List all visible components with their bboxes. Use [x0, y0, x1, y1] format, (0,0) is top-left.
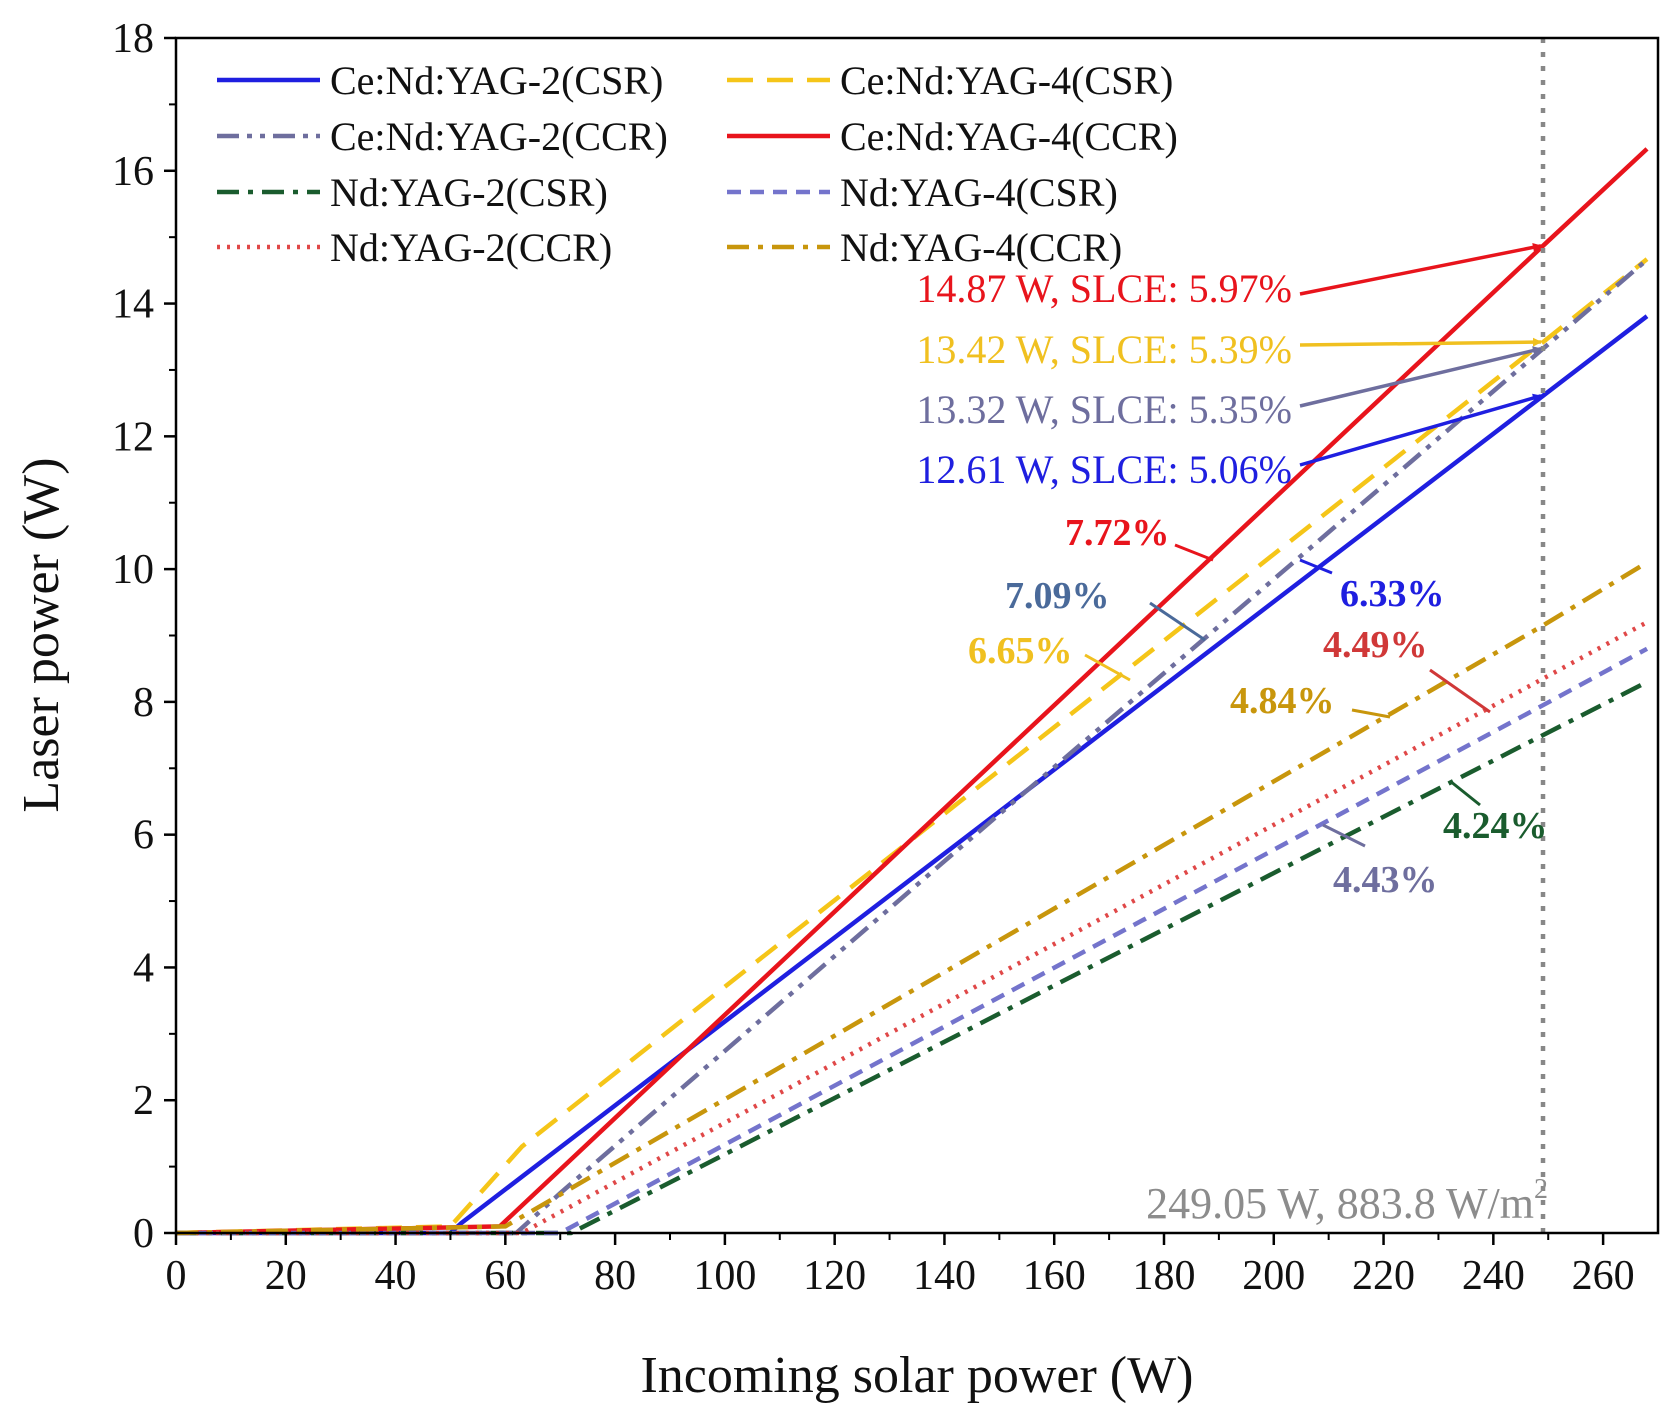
slope-annotation-label: 7.09%: [1005, 575, 1110, 617]
series-line-ce-nd-yag-4-csr: [175, 257, 1649, 1236]
axis-ticks: 0 20 40 60 80 100 120 140 160 180 200 220 240 260 0 2 4 6…: [112, 16, 1635, 1299]
legend-label-ce-nd-yag-2-ccr: Ce:Nd:YAG-2(CCR): [330, 114, 668, 159]
value-annotation-label: 13.42 W, SLCE: 5.39%: [916, 327, 1292, 372]
slope-annotation-leader: [1174, 543, 1214, 562]
legend-label-ce-nd-yag-4-csr: Ce:Nd:YAG-4(CSR): [840, 58, 1173, 103]
x-tick-label: 60: [484, 1253, 526, 1299]
value-annotation-arrow: [1299, 393, 1542, 467]
legend: Ce:Nd:YAG-2(CSR) Ce:Nd:YAG-4(CSR) Ce:Nd:YA…: [217, 58, 1178, 270]
slope-annotation-label: 4.24%: [1443, 805, 1548, 847]
x-tick-label: 80: [594, 1253, 636, 1299]
slope-annotation-leader: [1084, 653, 1131, 682]
series-line-ce-nd-yag-2-csr: [176, 314, 1649, 1236]
slope-annotation-leader: [1429, 668, 1491, 714]
slope-annotation-label: 6.65%: [968, 630, 1073, 672]
y-tick-label: 12: [112, 414, 154, 460]
value-annotation-label: 14.87 W, SLCE: 5.97%: [916, 266, 1292, 311]
y-tick-label: 10: [112, 547, 154, 593]
value-annotation-arrow: [1299, 337, 1542, 347]
slope-annotation-leader: [1322, 823, 1366, 848]
x-tick-label: 180: [1133, 1253, 1196, 1299]
series-line-ce-nd-yag-2-ccr: [176, 257, 1649, 1236]
reference-line-label-superscript: 2: [1534, 1174, 1548, 1205]
y-tick-label: 0: [133, 1211, 154, 1257]
legend-label-ce-nd-yag-4-ccr: Ce:Nd:YAG-4(CCR): [840, 114, 1178, 159]
series-line-nd-yag-4-ccr: [175, 560, 1649, 1236]
y-tick-label: 8: [133, 680, 154, 726]
slope-annotation-label: 6.33%: [1340, 573, 1445, 615]
series-line-nd-yag-2-ccr: [176, 620, 1649, 1236]
x-tick-label: 20: [265, 1253, 307, 1299]
series-line-nd-yag-2-csr: [176, 679, 1649, 1236]
slope-annotations: 7.72% 7.09% 6.65% 6.33% 4.49% 4.84% 4.24%4.43%: [968, 512, 1548, 901]
x-tick-label: 160: [1023, 1253, 1086, 1299]
series-layer: [175, 147, 1649, 1236]
value-annotation-label: 13.32 W, SLCE: 5.35%: [916, 387, 1292, 432]
y-tick-label: 16: [112, 149, 154, 195]
x-tick-label: 40: [375, 1253, 417, 1299]
y-tick-label: 14: [112, 282, 154, 328]
legend-label-nd-yag-4-csr: Nd:YAG-4(CSR): [840, 170, 1118, 215]
y-tick-label: 18: [112, 16, 154, 62]
slope-annotation-label: 4.49%: [1323, 624, 1428, 666]
slope-annotation-label: 4.84%: [1230, 680, 1335, 722]
legend-label-nd-yag-2-csr: Nd:YAG-2(CSR): [330, 170, 608, 215]
x-tick-label: 240: [1462, 1253, 1525, 1299]
x-tick-label: 200: [1242, 1253, 1305, 1299]
slope-annotation-leader: [1449, 779, 1481, 807]
legend-label-nd-yag-4-ccr: Nd:YAG-4(CCR): [840, 225, 1122, 270]
slope-annotation-label: 7.72%: [1065, 512, 1170, 554]
x-tick-label: 100: [693, 1253, 756, 1299]
x-tick-label: 220: [1352, 1253, 1415, 1299]
reference-line-label: 249.05 W, 883.8 W/m2: [1146, 1174, 1548, 1228]
series-line-ce-nd-yag-4-ccr: [175, 147, 1649, 1236]
series-line-nd-yag-4-csr: [176, 646, 1649, 1236]
x-axis-title: Incoming solar power (W): [640, 1347, 1193, 1404]
value-annotation-arrow: [1299, 242, 1542, 296]
x-tick-label: 0: [166, 1253, 187, 1299]
slope-annotation-leader: [1351, 708, 1391, 719]
y-tick-label: 2: [133, 1078, 154, 1124]
slope-annotation-label: 4.43%: [1333, 859, 1438, 901]
legend-label-nd-yag-2-ccr: Nd:YAG-2(CCR): [330, 225, 612, 270]
slope-annotation-leader: [1299, 558, 1333, 575]
x-tick-label: 260: [1572, 1253, 1635, 1299]
reference-line-layer: 249.05 W, 883.8 W/m2: [1146, 38, 1548, 1233]
slope-annotation-leader: [1149, 601, 1206, 642]
value-annotation-arrow: [1299, 346, 1542, 408]
x-tick-label: 120: [803, 1253, 866, 1299]
value-annotation-label: 12.61 W, SLCE: 5.06%: [916, 447, 1292, 492]
y-axis-title: Laser power (W): [13, 457, 70, 812]
y-tick-label: 6: [133, 813, 154, 859]
legend-label-ce-nd-yag-2-csr: Ce:Nd:YAG-2(CSR): [330, 58, 663, 103]
value-annotations: 14.87 W, SLCE: 5.97% 13.42 W, SLCE: 5.39%…: [916, 242, 1542, 492]
y-tick-label: 4: [133, 945, 154, 991]
x-tick-label: 140: [913, 1253, 976, 1299]
